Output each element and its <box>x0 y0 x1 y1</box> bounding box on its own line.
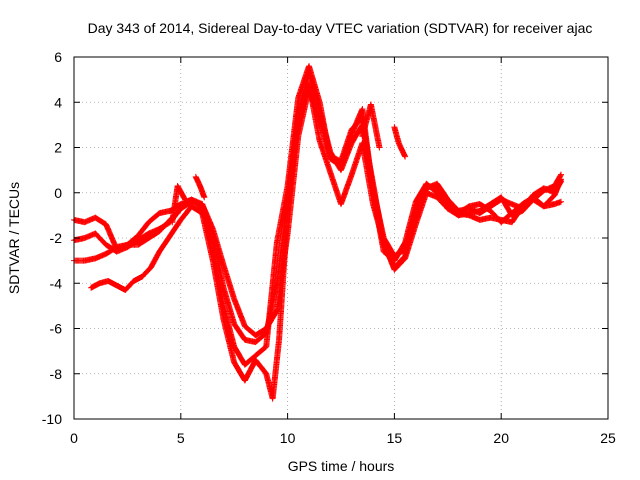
series-fragment-b-markers <box>192 173 208 201</box>
tick-labels: 0 5 10 15 20 25 -10 -8 -6 -4 -2 0 2 4 6 <box>42 49 616 446</box>
y-tick-label: 4 <box>54 94 62 110</box>
x-axis-label: GPS time / hours <box>288 458 395 474</box>
y-tick-label: -4 <box>50 275 63 291</box>
series-track-4-markers <box>88 81 564 402</box>
x-tick-label: 15 <box>387 430 403 446</box>
x-tick-label: 25 <box>600 430 616 446</box>
y-tick-label: -10 <box>42 411 62 427</box>
x-tick-label: 0 <box>70 430 78 446</box>
series-fragment-d-markers <box>359 101 383 151</box>
y-tick-label: 0 <box>54 185 62 201</box>
y-tick-label: -6 <box>50 321 63 337</box>
x-tick-label: 20 <box>493 430 509 446</box>
chart-title: Day 343 of 2014, Sidereal Day-to-day VTE… <box>88 20 593 36</box>
series-fragment-c-markers <box>391 124 409 160</box>
x-tick-label: 10 <box>280 430 296 446</box>
axis-ticks <box>73 56 609 420</box>
y-tick-label: -2 <box>50 230 63 246</box>
y-tick-label: 2 <box>54 140 62 156</box>
x-tick-label: 5 <box>177 430 185 446</box>
series-fragment-a-markers <box>169 183 189 226</box>
y-tick-label: -8 <box>50 366 63 382</box>
y-axis-label: SDTVAR / TECUs <box>6 182 22 294</box>
y-tick-label: 6 <box>54 49 62 65</box>
